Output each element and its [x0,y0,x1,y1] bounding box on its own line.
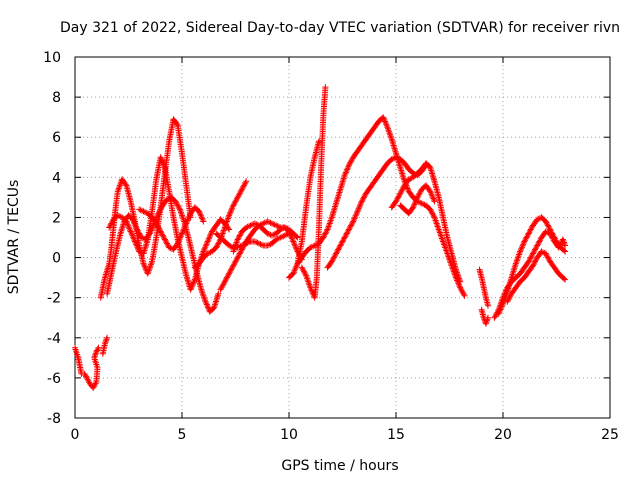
series-sat-a [72,344,85,377]
y-tick-label: 10 [43,50,61,66]
series-sat-o [324,154,429,271]
data-marks [72,84,569,391]
data-point-markers [397,182,438,217]
y-tick-label: 0 [52,251,61,267]
chart-title: Day 321 of 2022, Sidereal Day-to-day VTE… [60,20,620,36]
series-sat-g [136,204,207,253]
data-point-markers [294,114,468,299]
series-sat-d [97,116,194,301]
data-point-markers [230,220,305,263]
y-tick-label: -2 [47,291,61,307]
series-sat-c [99,334,111,357]
data-point-markers [476,266,491,309]
x-tick-label: 20 [494,427,512,443]
plot-frame [74,56,611,419]
x-tick-label: 15 [387,427,405,443]
data-point-markers [106,154,233,293]
data-point-markers [191,178,250,271]
y-tick-label: 8 [52,90,61,106]
series-sat-m [298,84,329,301]
data-point-markers [99,334,111,357]
series-sat-s [478,306,491,327]
y-tick-label: -4 [47,331,61,347]
x-tick-label: 5 [178,427,187,443]
data-point-markers [324,154,429,271]
y-tick-label: 2 [52,210,61,226]
data-point-markers [136,204,207,253]
y-tick-label: -8 [47,411,61,427]
data-point-markers [97,116,194,301]
x-tick-label: 25 [601,427,619,443]
y-tick-label: 6 [52,130,61,146]
x-tick-label: 10 [280,427,298,443]
series-sat-h [191,178,250,271]
data-point-markers [72,344,85,377]
series-sat-q [397,182,438,217]
series-sat-k [230,220,305,263]
data-point-markers [504,248,569,305]
y-axis-label: SDTVAR / TECUs [6,180,22,295]
series-sat-v [504,248,569,305]
data-point-markers [81,344,102,391]
series-sat-n [294,114,468,299]
series-sat-r [476,266,491,309]
series-sat-p [388,160,464,285]
data-point-markers [298,84,329,301]
data-point-markers [478,306,491,327]
y-tick-label: -6 [47,371,61,387]
y-tick-label: 4 [52,170,61,186]
x-tick-label: 0 [71,427,80,443]
series-sat-l [286,138,322,281]
data-point-markers [286,138,322,281]
data-point-markers [491,228,569,321]
series-sat-f [106,154,233,293]
series-sat-b [81,344,102,391]
series-sat-u [491,228,569,321]
axis-ticks: 0 5 10 15 20 25 -8 -6 -4 -2 0 2 4 6 8 10 [43,50,619,443]
data-point-markers [388,160,464,285]
x-axis-label: GPS time / hours [281,458,398,474]
